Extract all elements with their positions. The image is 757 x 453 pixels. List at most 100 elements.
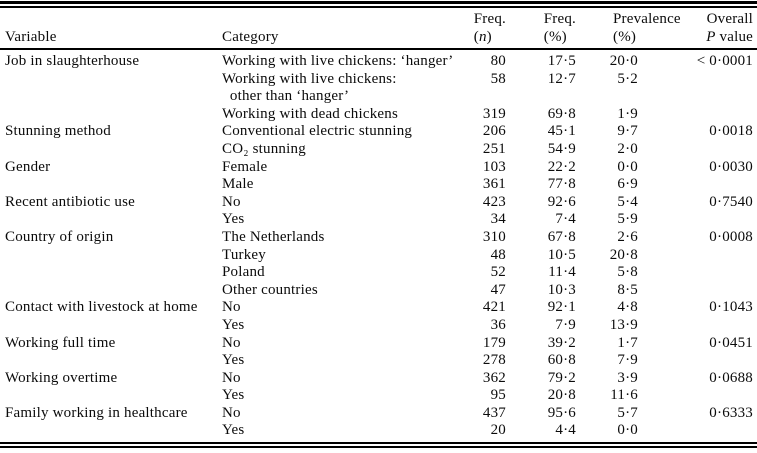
cell-freq-n: 58 [490, 70, 506, 87]
prevalence-table: Variable Category Freq. (n) Freq. (%) [0, 8, 757, 440]
cell-p-value: 0·0008 [709, 228, 753, 245]
cell-category: Yes [222, 211, 245, 228]
cell-p-value [642, 352, 757, 370]
cell-variable [0, 176, 217, 194]
cell-variable [0, 211, 217, 229]
col-header-overall-p: Overall P value [642, 8, 757, 50]
col-header-freq-pct-line2: (%) [543, 29, 567, 45]
cell-freq-n: 20 [490, 422, 506, 439]
cell-prevalence-pct: 2·6 [617, 228, 638, 245]
cell-freq-pct: 69·8 [547, 105, 576, 122]
cell-category: Working with live chickens: other than ‘… [222, 70, 397, 105]
cell-variable [0, 387, 217, 405]
cell-p-value: 0·1043 [709, 299, 753, 316]
cell-freq-pct: 17·5 [547, 53, 576, 69]
cell-category: Working with live chickens: ‘hanger’ [222, 53, 454, 69]
n-symbol: n [478, 29, 487, 45]
table-row: Working with live chickens: other than ‘… [0, 71, 757, 106]
cell-category: No [222, 369, 241, 386]
col-header-variable: Variable [0, 8, 217, 50]
cell-prevalence-pct: 5·4 [617, 193, 638, 210]
cell-p-value: 0·0688 [709, 369, 753, 386]
cell-prevalence-pct: 13·9 [609, 316, 638, 333]
table-header: Variable Category Freq. (n) Freq. (%) [0, 8, 757, 50]
table-row: Contact with livestock at home No 421 92·1 4… [0, 299, 757, 317]
cell-category: Turkey [222, 246, 266, 263]
cell-freq-pct: 11·4 [548, 264, 576, 281]
col-header-prevalence-line2: (%) [613, 29, 637, 45]
cell-freq-pct: 12·7 [547, 70, 576, 87]
cell-freq-pct: 10·3 [547, 281, 576, 298]
cell-category: The Netherlands [222, 228, 325, 245]
cell-prevalence-pct: 5·2 [617, 70, 638, 87]
cell-freq-pct: 67·8 [547, 228, 576, 245]
cell-p-value: 0·0030 [709, 158, 753, 175]
cell-freq-pct: 39·2 [547, 334, 576, 351]
cell-p-value [642, 71, 757, 106]
cell-freq-n: 103 [482, 158, 506, 175]
cell-freq-n: 319 [482, 105, 506, 122]
cell-p-value [642, 106, 757, 124]
cell-freq-pct: 92·6 [547, 193, 576, 210]
cell-prevalence-pct: 5·8 [617, 264, 638, 281]
bottom-rule-2 [0, 446, 757, 449]
cell-variable: Contact with livestock at home [5, 299, 198, 316]
cell-prevalence-pct: 1·7 [617, 334, 638, 351]
cell-prevalence-pct: 4·8 [617, 299, 638, 316]
cell-category: Yes [222, 316, 245, 333]
cell-variable: Recent antibiotic use [5, 193, 135, 210]
cell-freq-n: 34 [490, 211, 506, 228]
cell-freq-n: 80 [490, 53, 506, 69]
col-header-variable-label: Variable [5, 29, 57, 45]
cell-category: CO₂ stunning [222, 140, 306, 157]
col-header-prevalence: Prevalence (%) [580, 8, 681, 50]
cell-freq-n: 47 [490, 281, 506, 298]
cell-freq-pct: 45·1 [547, 123, 576, 140]
col-header-overall-line2: P value [642, 28, 753, 46]
cell-prevalence-pct: 5·9 [617, 211, 638, 228]
table-row: Yes 36 7·9 13·9 [0, 317, 757, 335]
cell-freq-n: 310 [482, 228, 506, 245]
paren-close: ) [486, 29, 492, 45]
cell-freq-pct: 7·9 [555, 316, 576, 333]
col-header-overall-line1: Overall [706, 11, 753, 27]
cell-freq-n: 52 [490, 264, 506, 281]
cell-variable: Job in slaughterhouse [5, 53, 140, 69]
cell-category: Other countries [222, 281, 318, 298]
cell-prevalence-pct: 9·7 [617, 123, 638, 140]
cell-variable: Stunning method [5, 123, 111, 140]
cell-variable [0, 106, 217, 124]
cell-prevalence-pct: 7·9 [617, 352, 638, 369]
col-header-freq-n-block: Freq. (n) [474, 10, 506, 46]
cell-freq-pct: 92·1 [547, 299, 576, 316]
cell-p-value [642, 387, 757, 405]
cell-category: Yes [222, 352, 245, 369]
cell-freq-pct: 60·8 [547, 352, 576, 369]
cell-category: No [222, 299, 241, 316]
col-header-freq-pct: Freq. (%) [510, 8, 580, 50]
cell-prevalence-pct: 1·9 [617, 105, 638, 122]
cell-category: Yes [222, 422, 245, 439]
cell-freq-n: 251 [482, 140, 506, 157]
cell-freq-pct: 77·8 [547, 176, 576, 193]
table-row: Male 361 77·8 6·9 [0, 176, 757, 194]
cell-p-value: 0·6333 [709, 404, 753, 421]
cell-variable [0, 282, 217, 300]
cell-p-value: 0·7540 [709, 193, 753, 210]
col-header-freq-pct-block: Freq. (%) [544, 10, 576, 46]
cell-variable: Working full time [5, 334, 116, 351]
col-header-category-label: Category [222, 29, 279, 45]
p-symbol: P [706, 29, 716, 45]
cell-prevalence-pct: 20·0 [609, 53, 638, 69]
cell-prevalence-pct: 5·7 [617, 404, 638, 421]
cell-freq-pct: 54·9 [547, 140, 576, 157]
cell-variable [0, 317, 217, 335]
col-header-freq-n: Freq. (n) [470, 8, 510, 50]
cell-freq-n: 36 [490, 316, 506, 333]
cell-p-value: 0·0451 [709, 334, 753, 351]
cell-p-value [642, 211, 757, 229]
cell-category: No [222, 404, 241, 421]
cell-category: No [222, 193, 241, 210]
cell-p-value [642, 264, 757, 282]
